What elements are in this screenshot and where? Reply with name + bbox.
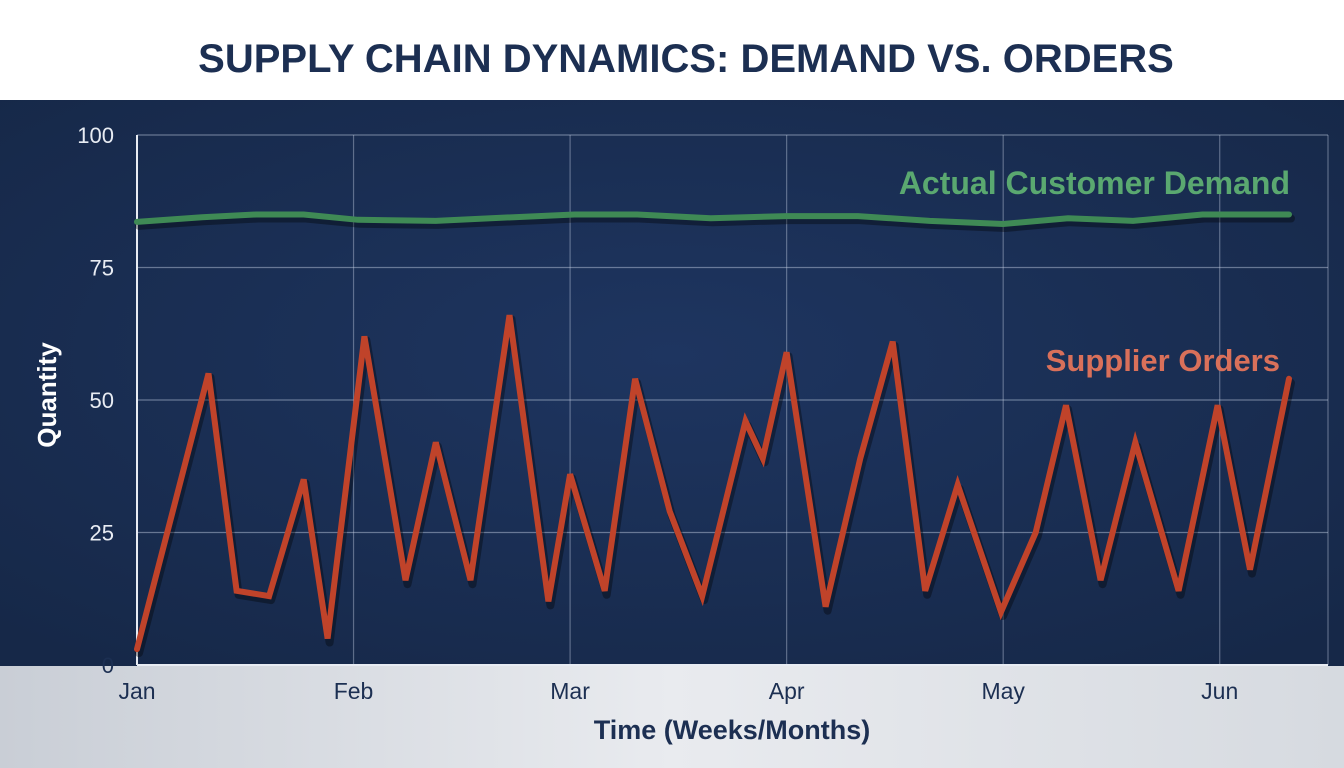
demand-line — [134, 211, 1292, 228]
axis-band — [0, 666, 1344, 768]
y-tick-label: 0 — [102, 653, 114, 678]
legend-label-demand: Actual Customer Demand — [899, 165, 1290, 201]
legend-label-orders: Supplier Orders — [1046, 343, 1280, 378]
y-tick-label: 75 — [90, 256, 114, 281]
y-tick-label: 100 — [77, 123, 114, 148]
x-tick-label: May — [981, 678, 1025, 704]
orders-line — [134, 314, 1292, 653]
x-axis-label: Time (Weeks/Months) — [594, 715, 871, 745]
series-lines — [134, 211, 1295, 658]
series-shadow — [135, 214, 1295, 232]
plot-background — [0, 100, 1344, 666]
title-band — [0, 0, 1344, 100]
grid — [136, 134, 1329, 666]
x-tick-label: Feb — [334, 678, 374, 704]
x-tick-labels: Jan Feb Mar Apr May Jun — [118, 678, 1238, 704]
y-tick-labels: 0 25 50 75 100 — [77, 123, 114, 678]
y-axis-label: Quantity — [32, 342, 62, 448]
chart-title: SUPPLY CHAIN DYNAMICS: DEMAND VS. ORDERS — [198, 37, 1174, 81]
y-tick-label: 50 — [90, 388, 114, 413]
x-tick-label: Mar — [550, 678, 590, 704]
x-tick-label: Jan — [118, 678, 155, 704]
x-tick-label: Apr — [769, 678, 805, 704]
x-tick-label: Jun — [1201, 678, 1238, 704]
y-tick-label: 25 — [90, 521, 114, 546]
